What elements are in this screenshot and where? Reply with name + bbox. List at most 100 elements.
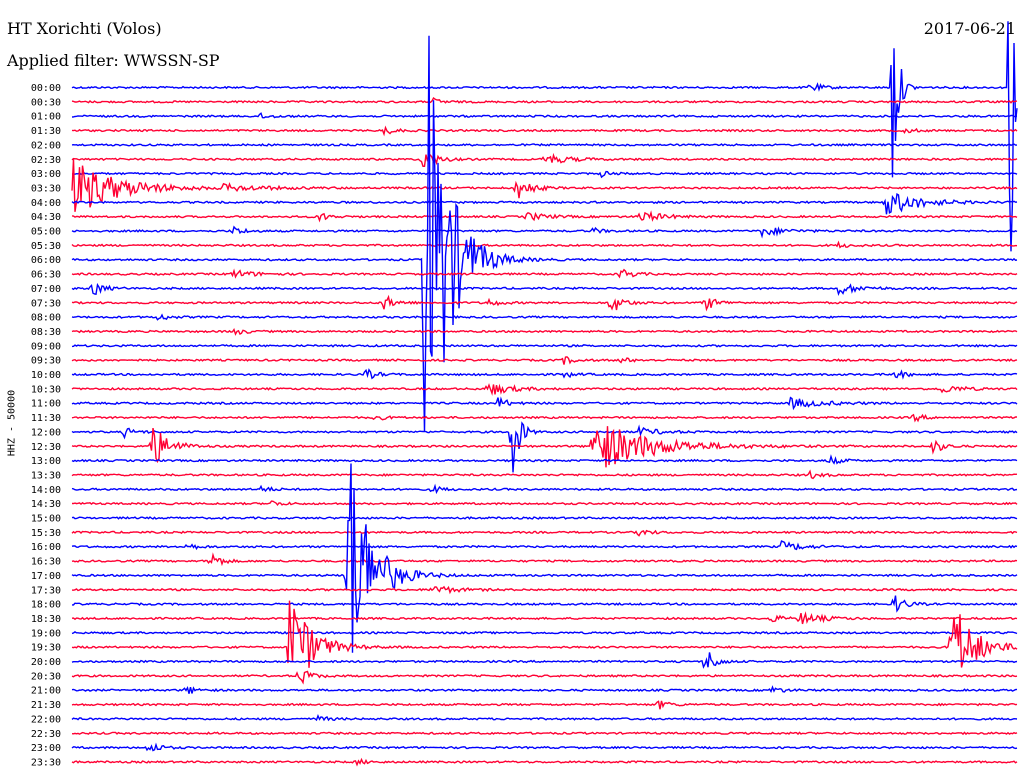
row-label: 05:30 [31, 241, 61, 252]
row-label: 18:00 [31, 600, 61, 611]
row-label: 02:00 [31, 140, 61, 151]
seismic-trace [71, 225, 1018, 239]
row-label: 18:30 [31, 614, 61, 625]
row-label: 10:30 [31, 384, 61, 395]
seismic-trace [71, 630, 1018, 635]
row-label: 03:00 [31, 169, 61, 180]
row-label: 14:30 [31, 499, 61, 510]
seismic-trace [71, 170, 1018, 179]
row-label: 17:30 [31, 585, 61, 596]
filter-label: Applied filter: WWSSN-SP [7, 51, 220, 70]
seismic-trace [71, 700, 1018, 710]
seismic-trace [71, 193, 1018, 215]
row-label: 10:00 [31, 370, 61, 381]
row-label: 15:00 [31, 514, 61, 525]
row-label: 00:30 [31, 97, 61, 108]
seismic-trace [71, 282, 1018, 297]
seismic-trace [71, 313, 1018, 321]
seismic-trace [71, 413, 1017, 423]
seismic-trace [71, 368, 1018, 380]
seismic-trace [71, 585, 1018, 595]
seismic-trace [71, 426, 1018, 468]
station-title: HT Xorichti (Volos) [7, 19, 162, 38]
seismic-trace [71, 757, 1018, 767]
traces-layer [71, 21, 1018, 767]
row-label: 21:30 [31, 700, 61, 711]
seismic-trace [71, 454, 1018, 465]
row-label: 00:00 [31, 83, 61, 94]
seismic-trace [71, 343, 1018, 348]
seismic-trace [71, 670, 1018, 685]
seismic-trace [71, 152, 1018, 167]
row-label: 21:00 [31, 686, 61, 697]
seismic-trace [71, 112, 1017, 119]
seismic-trace [72, 500, 1018, 507]
row-label: 19:30 [31, 643, 61, 654]
seismic-trace [71, 125, 1018, 137]
row-label: 11:30 [31, 413, 61, 424]
row-label: 03:30 [31, 183, 61, 194]
seismic-trace [71, 294, 1018, 312]
seismic-trace [71, 600, 1018, 668]
row-label: 11:00 [31, 399, 61, 410]
row-label: 22:30 [31, 729, 61, 740]
seismic-trace [71, 96, 1018, 104]
seismic-trace [71, 742, 1018, 752]
seismic-trace [71, 714, 1018, 722]
row-label: 02:30 [31, 155, 61, 166]
row-label: 19:00 [31, 628, 61, 639]
seismic-trace [71, 469, 1018, 480]
row-label: 01:00 [31, 112, 61, 123]
row-label: 08:00 [31, 313, 61, 324]
seismic-trace [72, 595, 1018, 613]
seismic-trace [71, 143, 1017, 147]
row-label: 23:00 [31, 743, 61, 754]
row-label: 13:00 [31, 456, 61, 467]
row-label: 09:00 [31, 341, 61, 352]
row-label: 12:00 [31, 427, 61, 438]
row-label: 12:30 [31, 442, 61, 453]
row-label: 15:30 [31, 528, 61, 539]
seismic-trace [71, 652, 1018, 669]
seismic-trace [71, 35, 1018, 432]
row-label: 07:00 [31, 284, 61, 295]
seismic-trace [71, 611, 1018, 625]
seismic-trace [71, 328, 1018, 336]
seismic-trace [71, 421, 1018, 473]
row-label: 14:00 [31, 485, 61, 496]
seismic-trace [71, 210, 1018, 223]
row-label: 16:00 [31, 542, 61, 553]
row-label: 23:30 [31, 757, 61, 768]
row-label: 20:00 [31, 657, 61, 668]
seismic-trace [71, 268, 1018, 279]
row-label: 22:00 [31, 714, 61, 725]
row-label: 04:00 [31, 198, 61, 209]
date-label: 2017-06-21 [923, 19, 1016, 38]
row-label: 01:30 [31, 126, 61, 137]
seismic-trace [71, 685, 1018, 694]
row-label: 08:30 [31, 327, 61, 338]
row-label: 20:30 [31, 671, 61, 682]
seismic-trace [71, 516, 1018, 520]
seismic-trace [71, 159, 1018, 212]
row-label: 13:30 [31, 470, 61, 481]
seismic-trace [71, 540, 1018, 551]
seismic-trace [71, 21, 1018, 252]
seismic-trace [71, 383, 1018, 396]
row-label: 16:30 [31, 557, 61, 568]
seismic-trace [71, 529, 1018, 537]
row-label: 05:00 [31, 227, 61, 238]
row-label: 06:00 [31, 255, 61, 266]
row-label: 17:00 [31, 571, 61, 582]
seismic-trace [71, 356, 1018, 365]
row-label: 07:30 [31, 298, 61, 309]
row-labels-layer: 00:00 00:30 01:00 01:30 02:00 02:30 03:00 03:30… [31, 83, 61, 768]
seismic-trace [71, 552, 1018, 567]
seismic-trace [71, 463, 1018, 653]
row-label: 04:30 [31, 212, 61, 223]
row-label: 09:30 [31, 356, 61, 367]
seismic-trace [71, 396, 1018, 411]
seismic-trace [71, 483, 1018, 495]
seismic-trace [71, 731, 1018, 736]
